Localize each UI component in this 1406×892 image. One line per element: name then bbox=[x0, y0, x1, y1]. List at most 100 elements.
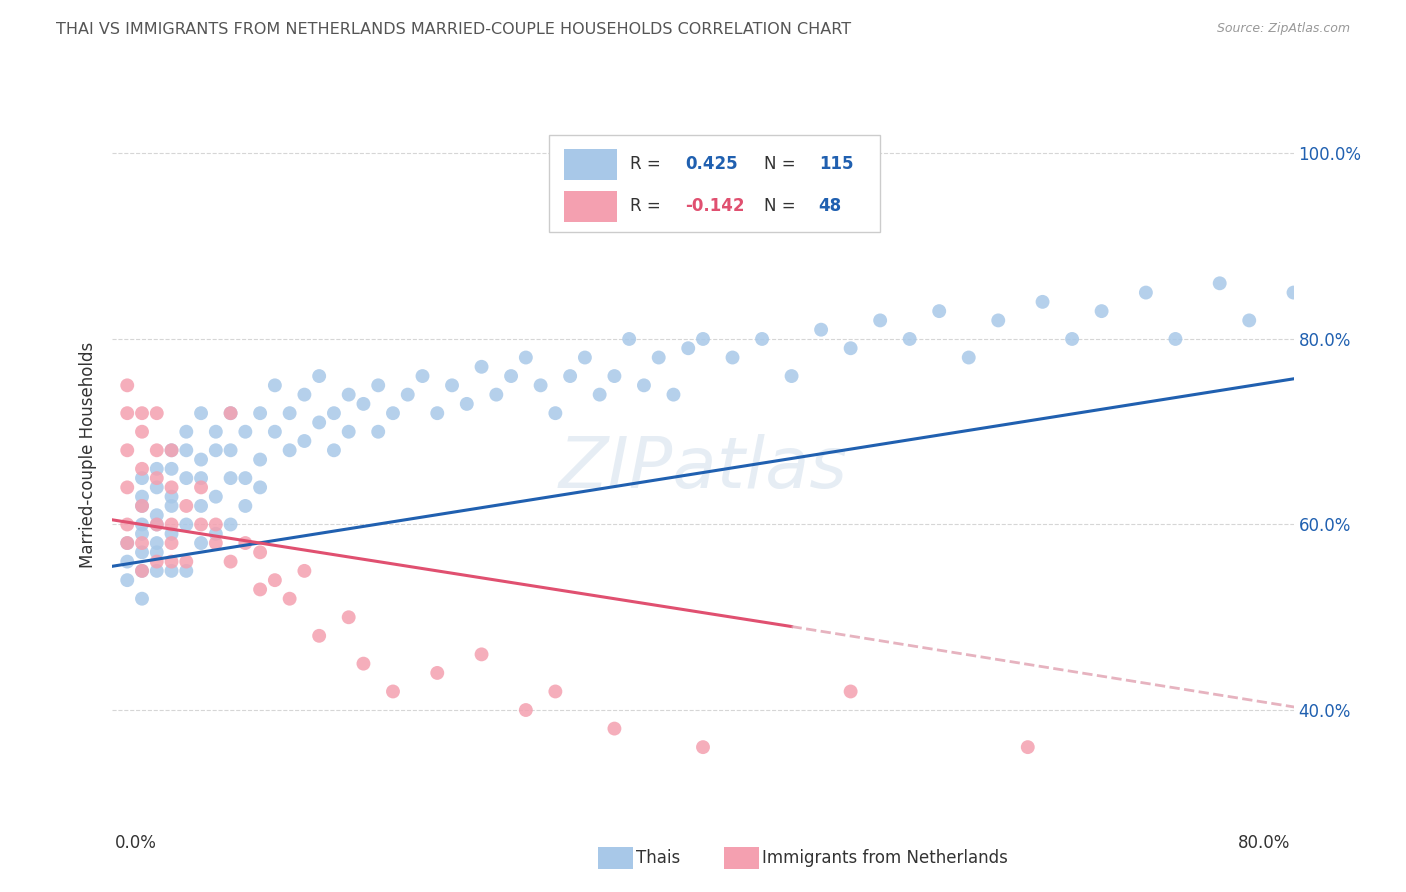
Point bbox=[146, 406, 169, 420]
Point bbox=[603, 722, 626, 736]
Point bbox=[1135, 285, 1157, 300]
Point bbox=[131, 564, 153, 578]
Point bbox=[426, 406, 449, 420]
Point bbox=[160, 526, 183, 541]
Point bbox=[174, 555, 197, 569]
Point bbox=[174, 471, 197, 485]
Point bbox=[249, 406, 271, 420]
Text: THAI VS IMMIGRANTS FROM NETHERLANDS MARRIED-COUPLE HOUSEHOLDS CORRELATION CHART: THAI VS IMMIGRANTS FROM NETHERLANDS MARR… bbox=[56, 22, 852, 37]
Point bbox=[160, 499, 183, 513]
Point bbox=[117, 555, 138, 569]
Point bbox=[219, 406, 242, 420]
Text: 0.0%: 0.0% bbox=[115, 834, 157, 852]
Point bbox=[146, 555, 169, 569]
Text: R =: R = bbox=[630, 155, 661, 173]
Point bbox=[278, 443, 301, 458]
Point bbox=[219, 471, 242, 485]
Point bbox=[131, 564, 153, 578]
Point bbox=[692, 740, 714, 755]
Point bbox=[146, 508, 169, 523]
Point bbox=[190, 406, 212, 420]
Point bbox=[146, 480, 169, 494]
Point bbox=[1164, 332, 1187, 346]
Point bbox=[131, 499, 153, 513]
Point bbox=[647, 351, 671, 365]
Point bbox=[574, 351, 596, 365]
Point bbox=[292, 564, 315, 578]
Point bbox=[1312, 267, 1334, 281]
Point bbox=[1371, 258, 1393, 272]
Text: Source: ZipAtlas.com: Source: ZipAtlas.com bbox=[1216, 22, 1350, 36]
Point bbox=[205, 536, 228, 550]
Point bbox=[219, 406, 242, 420]
Text: 0.425: 0.425 bbox=[685, 155, 738, 173]
Point bbox=[160, 536, 183, 550]
Point bbox=[544, 406, 567, 420]
Point bbox=[751, 332, 773, 346]
Point bbox=[323, 406, 346, 420]
Point bbox=[264, 425, 287, 439]
Point bbox=[1032, 294, 1054, 309]
Text: ZIPatlas: ZIPatlas bbox=[558, 434, 848, 503]
Point bbox=[131, 517, 153, 532]
Point bbox=[619, 332, 641, 346]
Point bbox=[117, 573, 138, 587]
Point bbox=[233, 471, 256, 485]
Point bbox=[411, 369, 433, 384]
Point bbox=[292, 434, 315, 448]
Point bbox=[146, 471, 169, 485]
Point bbox=[190, 517, 212, 532]
Point bbox=[1239, 313, 1261, 327]
Point bbox=[249, 582, 271, 597]
Point bbox=[131, 425, 153, 439]
Point bbox=[249, 545, 271, 559]
Text: Immigrants from Netherlands: Immigrants from Netherlands bbox=[762, 849, 1008, 867]
Point bbox=[131, 545, 153, 559]
Point bbox=[160, 480, 183, 494]
Point bbox=[131, 499, 153, 513]
Point bbox=[131, 526, 153, 541]
Text: 115: 115 bbox=[818, 155, 853, 173]
Point bbox=[146, 443, 169, 458]
Point bbox=[839, 341, 862, 355]
Point bbox=[117, 378, 138, 392]
Point bbox=[337, 425, 360, 439]
Point bbox=[264, 378, 287, 392]
Point bbox=[337, 610, 360, 624]
Point bbox=[160, 517, 183, 532]
Point bbox=[633, 378, 655, 392]
Point bbox=[278, 591, 301, 606]
Point bbox=[146, 462, 169, 476]
Point bbox=[898, 332, 921, 346]
Point bbox=[426, 665, 449, 680]
Text: N =: N = bbox=[765, 197, 796, 215]
Bar bbox=[564, 191, 617, 222]
Point bbox=[721, 351, 744, 365]
Text: -0.142: -0.142 bbox=[685, 197, 745, 215]
Point bbox=[117, 536, 138, 550]
Point bbox=[337, 387, 360, 401]
Point bbox=[160, 564, 183, 578]
Point bbox=[1017, 740, 1039, 755]
Point bbox=[190, 480, 212, 494]
Point bbox=[308, 416, 330, 430]
Text: N =: N = bbox=[765, 155, 796, 173]
Point bbox=[190, 452, 212, 467]
Point bbox=[441, 378, 464, 392]
Point bbox=[160, 555, 183, 569]
Point bbox=[470, 648, 494, 662]
Point bbox=[323, 443, 346, 458]
Point bbox=[117, 517, 138, 532]
Point bbox=[928, 304, 950, 318]
Point bbox=[367, 425, 389, 439]
Point bbox=[382, 684, 405, 698]
Point bbox=[146, 517, 169, 532]
Point bbox=[692, 332, 714, 346]
Point bbox=[529, 378, 551, 392]
Point bbox=[515, 703, 537, 717]
Point bbox=[131, 471, 153, 485]
Point bbox=[485, 387, 508, 401]
Point bbox=[456, 397, 478, 411]
Point bbox=[382, 406, 405, 420]
Point bbox=[174, 564, 197, 578]
